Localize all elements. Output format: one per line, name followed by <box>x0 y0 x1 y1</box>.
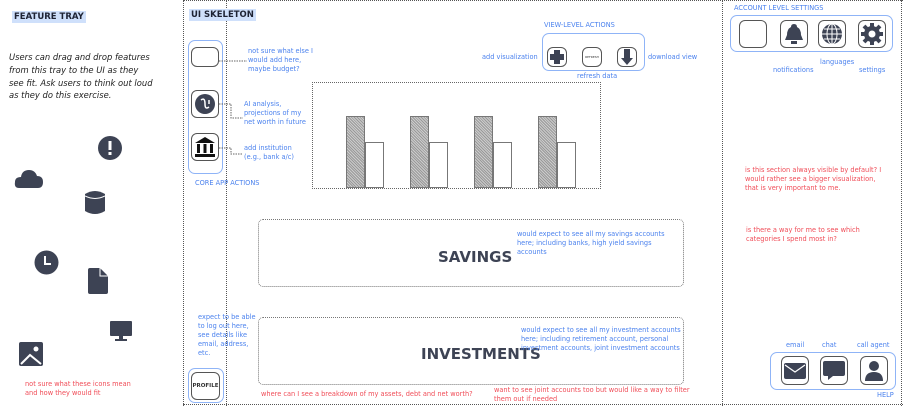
ai-analysis-button[interactable] <box>191 90 219 118</box>
categories-feedback: is there a way for me to see which categ… <box>746 226 860 243</box>
top-edge <box>183 0 903 1</box>
chart-bar-2-series-2 <box>429 141 448 188</box>
core-app-actions-group <box>188 40 223 174</box>
alert-icon[interactable] <box>97 135 123 161</box>
notifications-button[interactable] <box>780 20 808 48</box>
agent-icon <box>865 360 883 381</box>
view-level-actions-label: VIEW-LEVEL ACTIONS <box>544 21 615 29</box>
download-view-button[interactable] <box>617 47 637 67</box>
savings-title: SAVINGS <box>438 248 513 266</box>
globe-icon <box>822 23 842 45</box>
monitor-icon[interactable] <box>110 321 132 342</box>
chat-label: chat <box>822 341 837 349</box>
view-level-actions-group <box>542 33 645 71</box>
chart-bar-3-series-2 <box>493 141 512 188</box>
account-settings-group <box>730 15 893 52</box>
visibility-feedback: is this section always visible by defaul… <box>745 166 882 192</box>
download-view-label: download view <box>648 53 698 61</box>
annotation-institution: add institution (e.g., bank a/c) <box>244 144 294 161</box>
savings-annotation: would expect to see all my savings accou… <box>517 230 665 256</box>
annotation-ai: AI analysis, projections of my net worth… <box>244 100 306 126</box>
feature-tray-title: FEATURE TRAY <box>12 11 86 23</box>
tray-instructions: Users can drag and drop features from th… <box>9 52 153 101</box>
brain-icon <box>195 94 215 114</box>
chart-bar-4-series-1 <box>538 116 557 188</box>
joint-accounts-feedback: want to see joint accounts too but would… <box>494 386 690 403</box>
net-worth-chart[interactable] <box>312 82 601 189</box>
empty-app-slot[interactable] <box>191 47 219 67</box>
email-button[interactable] <box>781 356 809 385</box>
gear-icon <box>861 23 883 45</box>
bell-icon <box>785 24 803 44</box>
chat-button[interactable] <box>820 356 848 385</box>
profile-group <box>188 368 224 403</box>
bottom-edge <box>183 404 903 405</box>
email-label: email <box>786 341 805 349</box>
annotation-empty-slot: not sure what else I would add here, may… <box>248 47 313 73</box>
image-icon[interactable] <box>19 342 43 366</box>
chart-bar-3-series-1 <box>474 116 493 188</box>
settings-label: settings <box>859 66 886 74</box>
account-settings-label: ACCOUNT LEVEL SETTINGS <box>734 4 824 12</box>
right-panel-divider <box>722 0 723 406</box>
clock-icon[interactable] <box>34 250 59 275</box>
help-group <box>770 352 896 390</box>
languages-button[interactable] <box>818 20 846 48</box>
call-agent-label: call agent <box>857 341 890 349</box>
tray-feedback: not sure what these icons mean and how t… <box>25 380 131 397</box>
chart-bar-1-series-2 <box>365 141 384 188</box>
investments-card[interactable] <box>258 317 684 385</box>
notifications-label: notifications <box>773 66 814 74</box>
refresh-data-button[interactable]: REFRESH <box>582 47 602 67</box>
investments-title: INVESTMENTS <box>421 345 541 363</box>
document-icon[interactable] <box>88 268 108 294</box>
download-icon <box>621 49 633 65</box>
ui-skeleton-title: UI SKELETON <box>189 9 256 21</box>
profile-button[interactable]: PROFILE <box>191 372 220 400</box>
chart-bar-4-series-2 <box>557 141 576 188</box>
chart-bar-1-series-1 <box>346 116 365 188</box>
languages-label: languages <box>820 58 855 66</box>
add-visualization-label: add visualization <box>482 53 538 61</box>
chart-bar-2-series-1 <box>410 116 429 188</box>
tray-divider <box>183 0 184 406</box>
core-app-actions-label: CORE APP ACTIONS <box>195 179 260 187</box>
call-agent-button[interactable] <box>860 356 888 385</box>
database-icon[interactable] <box>85 190 105 215</box>
investments-annotation: would expect to see all my investment ac… <box>521 326 681 352</box>
help-label: HELP <box>877 391 894 399</box>
add-institution-button[interactable] <box>191 133 219 161</box>
bank-icon <box>195 137 215 157</box>
plus-icon <box>550 50 564 64</box>
chat-icon <box>823 360 845 380</box>
sidebar-divider <box>226 0 227 406</box>
add-visualization-button[interactable] <box>547 47 567 67</box>
breakdown-feedback: where can I see a breakdown of my assets… <box>261 390 473 398</box>
annotation-connectors <box>219 60 247 155</box>
settings-button[interactable] <box>858 20 886 48</box>
savings-card[interactable] <box>258 219 684 287</box>
refresh-data-label: refresh data <box>577 72 618 80</box>
profile-annotation: expect to be able to log out here, see d… <box>198 313 256 357</box>
empty-settings-slot[interactable] <box>739 20 767 48</box>
right-edge <box>901 0 902 406</box>
cloud-icon[interactable] <box>14 168 44 190</box>
envelope-icon <box>784 362 806 379</box>
